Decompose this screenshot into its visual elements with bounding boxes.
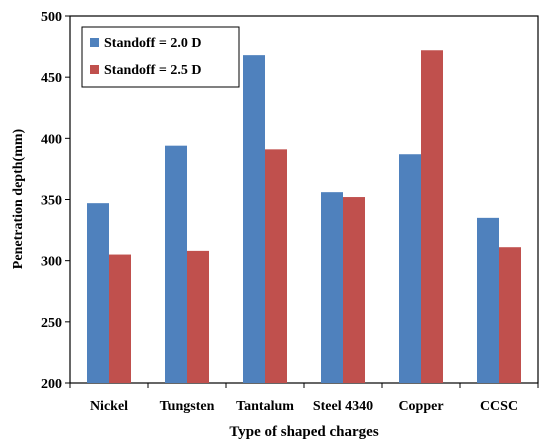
- x-tick-label: Copper: [398, 399, 443, 414]
- x-tick-label: Tungsten: [160, 399, 215, 414]
- y-tick-label: 400: [41, 132, 62, 147]
- bar-ccsc-series-1: [477, 217, 499, 383]
- y-tick-label: 450: [41, 71, 62, 86]
- bar-steel-4340-series-2: [343, 197, 365, 383]
- x-axis-label: Type of shaped charges: [229, 424, 378, 440]
- y-tick-label: 250: [41, 316, 62, 331]
- y-tick-label: 200: [41, 377, 62, 392]
- legend-box: [81, 26, 240, 88]
- legend: Standoff = 2.0 D Standoff = 2.5 D: [81, 26, 240, 88]
- bar-tungsten-series-2: [187, 250, 209, 383]
- y-axis-ticks: 200 250 300 350 400 450 500: [41, 10, 70, 392]
- x-tick-label: Steel 4340: [313, 399, 373, 414]
- bar-ccsc-series-2: [499, 247, 521, 383]
- y-tick-label: 300: [41, 255, 62, 270]
- y-axis-label: Penetration depth(mm): [11, 128, 26, 269]
- x-tick-label: CCSC: [480, 399, 518, 414]
- bar-tantalum-series-1: [243, 55, 265, 383]
- y-tick-label: 500: [41, 10, 62, 25]
- bar-tantalum-series-2: [265, 149, 287, 383]
- legend-label-series-1: Standoff = 2.0 D: [104, 36, 201, 51]
- legend-swatch-series-2: [90, 65, 99, 74]
- bars-layer: [87, 50, 521, 384]
- x-tick-label: Nickel: [90, 399, 128, 414]
- x-axis-ticks: Nickel Tungsten Tantalum Steel 4340 Copper CC…: [69, 383, 539, 414]
- bar-copper-series-2: [421, 50, 443, 384]
- bar-copper-series-1: [399, 154, 421, 383]
- bar-steel-4340-series-1: [321, 192, 343, 383]
- bar-nickel-series-1: [87, 203, 109, 383]
- bar-nickel-series-2: [109, 254, 131, 383]
- x-tick-label: Tantalum: [236, 399, 294, 414]
- bar-tungsten-series-1: [165, 145, 187, 383]
- legend-swatch-series-1: [90, 38, 99, 47]
- legend-label-series-2: Standoff = 2.5 D: [104, 63, 201, 78]
- y-tick-label: 350: [41, 194, 62, 209]
